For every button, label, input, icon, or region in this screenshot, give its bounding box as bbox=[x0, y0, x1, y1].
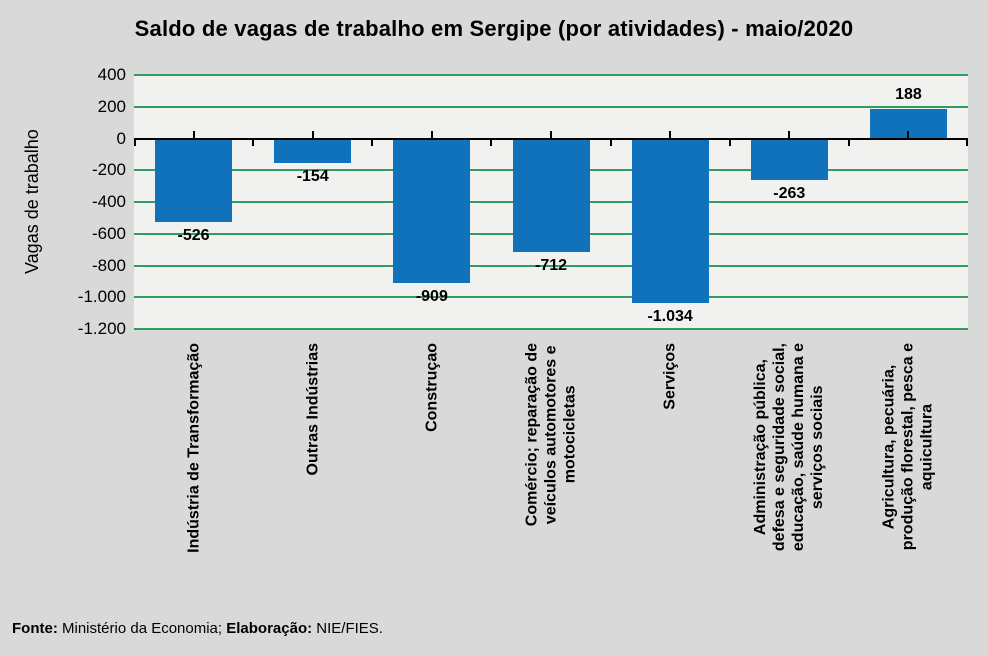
category-label: Indústria de Transformação bbox=[185, 343, 203, 553]
x-axis-line bbox=[134, 137, 968, 140]
gridline bbox=[134, 296, 968, 299]
gridline bbox=[134, 328, 968, 330]
data-label: -263 bbox=[773, 185, 806, 203]
data-label: -526 bbox=[177, 227, 210, 244]
axis-tick bbox=[311, 130, 314, 138]
y-tick-label: -800 bbox=[91, 255, 126, 275]
category-label: Comércio; reparação de veículos automoto… bbox=[523, 343, 579, 527]
gridline bbox=[134, 264, 968, 267]
category-label: Administração pública, defesa e segurida… bbox=[752, 343, 827, 552]
chart-title: Saldo de vagas de trabalho em Sergipe (p… bbox=[134, 16, 854, 41]
data-label: -909 bbox=[415, 287, 448, 305]
data-label: -712 bbox=[534, 256, 568, 274]
y-tick-label: -600 bbox=[91, 223, 126, 243]
bar bbox=[631, 138, 709, 303]
axis-tick bbox=[966, 139, 968, 146]
source-text: Ministério da Economia; bbox=[57, 620, 227, 637]
axis-tick bbox=[669, 130, 672, 138]
y-tick-label: 400 bbox=[97, 65, 126, 84]
data-label: -1.034 bbox=[647, 307, 693, 325]
axis-tick bbox=[430, 130, 433, 138]
axis-tick bbox=[490, 139, 493, 146]
category-label: Agricultura, pecuária, produção floresta… bbox=[880, 343, 936, 551]
gridline bbox=[134, 74, 968, 76]
y-tick-label: -1.200 bbox=[77, 319, 126, 338]
axis-tick bbox=[788, 130, 791, 138]
y-tick-label: 0 bbox=[116, 128, 126, 148]
gridline bbox=[134, 105, 968, 108]
axis-tick bbox=[252, 139, 255, 146]
category-label: Outras Indústrias bbox=[304, 343, 322, 476]
axis-tick bbox=[371, 139, 374, 146]
data-label: -154 bbox=[296, 167, 329, 185]
bar bbox=[274, 138, 352, 163]
axis-tick bbox=[609, 139, 612, 146]
source-label: Fonte: bbox=[12, 620, 58, 637]
y-tick-label: -1.000 bbox=[77, 287, 126, 307]
elaboration-label: Elaboração: bbox=[226, 620, 313, 637]
axis-tick bbox=[550, 130, 552, 138]
elaboration-text: NIE/FIES. bbox=[312, 620, 383, 637]
axis-tick bbox=[192, 130, 195, 138]
y-tick-label: 200 bbox=[97, 96, 126, 116]
bar bbox=[512, 138, 590, 252]
category-label: Serviços bbox=[661, 343, 679, 410]
bar bbox=[750, 138, 828, 181]
axis-tick bbox=[728, 139, 731, 146]
y-tick-label: -200 bbox=[91, 160, 126, 180]
bar bbox=[155, 138, 233, 222]
axis-tick bbox=[847, 139, 850, 146]
source-footer: Fonte: Ministério da Economia; Elaboraçã… bbox=[12, 620, 383, 637]
data-label: 188 bbox=[895, 85, 922, 103]
axis-tick bbox=[907, 130, 910, 138]
y-tick-label: -400 bbox=[91, 192, 126, 211]
plot-area: -526 -154 -909 -712 -1.034 -263 188 bbox=[134, 74, 968, 330]
bar bbox=[393, 138, 471, 283]
axis-tick bbox=[134, 139, 136, 146]
category-label: Construçao bbox=[423, 343, 441, 432]
